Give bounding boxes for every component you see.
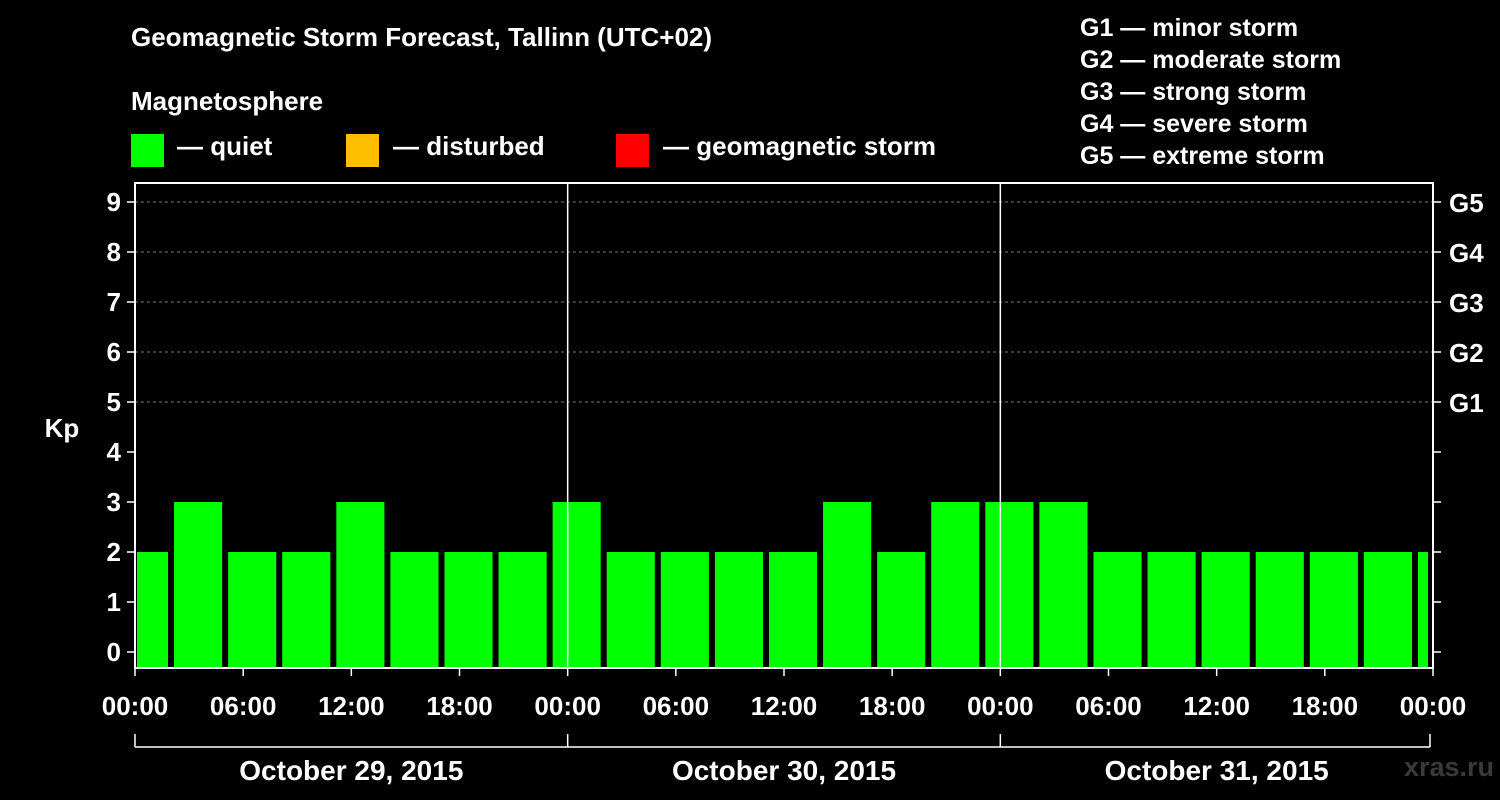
y-tick-label-0: 0: [107, 637, 121, 667]
legend-label-disturbed: — disturbed: [393, 131, 545, 161]
legend-swatch-quiet: [131, 134, 164, 167]
x-tick-label-8: 00:00: [967, 691, 1034, 721]
legend-label-storm: — geomagnetic storm: [663, 131, 937, 161]
right-axis-label-g4: G4: [1449, 238, 1484, 268]
y-tick-label-6: 6: [107, 337, 121, 367]
x-tick-label-12: 00:00: [1400, 691, 1467, 721]
y-tick-label-9: 9: [107, 187, 121, 217]
kp-bar-0: [137, 552, 169, 668]
day-label-1: October 30, 2015: [672, 755, 896, 786]
kp-bar-16: [985, 502, 1034, 668]
watermark: xras.ru: [1403, 752, 1494, 782]
kp-bar-9: [606, 552, 655, 668]
day-label-2: October 31, 2015: [1105, 755, 1329, 786]
x-tick-label-2: 12:00: [318, 691, 385, 721]
y-tick-label-2: 2: [107, 537, 121, 567]
kp-bar-21: [1255, 552, 1304, 668]
kp-bar-3: [282, 552, 331, 668]
legend-label-quiet: — quiet: [177, 131, 273, 161]
kp-bar-4: [336, 502, 385, 668]
kp-bar-15: [931, 502, 980, 668]
kp-bar-5: [390, 552, 439, 668]
kp-bar-17: [1039, 502, 1088, 668]
x-tick-label-4: 00:00: [534, 691, 601, 721]
x-tick-label-1: 06:00: [210, 691, 277, 721]
chart-title: Geomagnetic Storm Forecast, Tallinn (UTC…: [131, 22, 713, 52]
kp-bar-11: [714, 552, 763, 668]
x-tick-label-9: 06:00: [1075, 691, 1142, 721]
right-axis-label-g1: G1: [1449, 388, 1484, 418]
day-label-0: October 29, 2015: [239, 755, 463, 786]
kp-bar-12: [768, 552, 818, 668]
kp-bar-2: [228, 552, 277, 668]
kp-bar-18: [1093, 552, 1142, 668]
magnetosphere-label: Magnetosphere: [131, 86, 324, 116]
right-axis-label-g2: G2: [1449, 338, 1484, 368]
x-tick-label-10: 12:00: [1183, 691, 1250, 721]
x-tick-label-3: 18:00: [426, 691, 493, 721]
legend-swatch-disturbed: [346, 134, 379, 167]
kp-bar-6: [444, 552, 493, 668]
kp-bar-10: [660, 552, 709, 668]
y-axis-label: Kp: [45, 413, 80, 443]
y-tick-label-1: 1: [107, 587, 121, 617]
kp-bar-7: [498, 552, 547, 668]
x-tick-label-11: 18:00: [1292, 691, 1359, 721]
y-tick-label-7: 7: [107, 287, 121, 317]
g-scale-g3: G3 — strong storm: [1080, 78, 1307, 106]
kp-bar-19: [1147, 552, 1196, 668]
y-tick-label-4: 4: [107, 437, 122, 467]
kp-bar-20: [1201, 552, 1250, 668]
right-axis-label-g5: G5: [1449, 188, 1484, 218]
kp-bar-1: [174, 502, 223, 668]
x-tick-label-5: 06:00: [643, 691, 710, 721]
legend-swatch-storm: [616, 134, 649, 167]
kp-bar-22: [1309, 552, 1358, 668]
y-tick-label-5: 5: [107, 387, 121, 417]
g-scale-g5: G5 — extreme storm: [1080, 142, 1325, 170]
y-tick-label-8: 8: [107, 237, 121, 267]
g-scale-g2: G2 — moderate storm: [1080, 46, 1342, 74]
kp-bar-8: [552, 502, 601, 668]
x-tick-label-0: 00:00: [102, 691, 169, 721]
kp-bar-14: [877, 552, 926, 668]
kp-bar-24: [1417, 552, 1428, 668]
g-scale-g1: G1 — minor storm: [1080, 14, 1299, 42]
x-tick-label-7: 18:00: [859, 691, 926, 721]
x-tick-label-6: 12:00: [751, 691, 818, 721]
kp-bar-23: [1363, 552, 1412, 668]
g-scale-g4: G4 — severe storm: [1080, 110, 1308, 138]
kp-bar-13: [823, 502, 872, 668]
y-tick-label-3: 3: [107, 487, 121, 517]
right-axis-label-g3: G3: [1449, 288, 1484, 318]
